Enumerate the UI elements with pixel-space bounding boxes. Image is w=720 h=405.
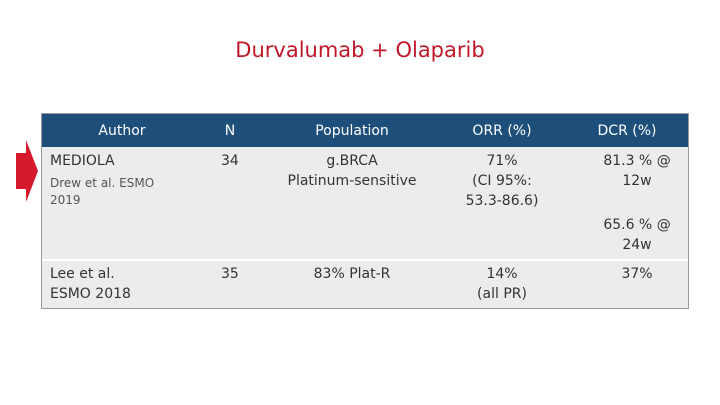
right-arrow-icon <box>16 140 38 202</box>
population-line1: g.BRCA <box>326 153 378 169</box>
orr-value: 14% <box>486 266 518 282</box>
population-line2: Platinum-sensitive <box>287 173 417 189</box>
header-n: N <box>224 123 236 139</box>
author-citation-line1: Drew et al. ESMO <box>50 176 155 190</box>
n-value: 35 <box>221 266 239 282</box>
author-citation-line2: 2019 <box>50 193 81 207</box>
author-line1: Lee et al. <box>50 266 115 282</box>
slide-title: Durvalumab + Olaparib <box>235 38 485 62</box>
table-row: MEDIOLA Drew et al. ESMO 2019 34 g.BRCA … <box>42 147 688 259</box>
header-population: Population <box>315 123 389 139</box>
header-author: Author <box>98 123 146 139</box>
row-divider <box>42 259 688 261</box>
author-name: MEDIOLA <box>50 153 115 169</box>
dcr-24w-line1: 65.6 % @ <box>603 217 671 233</box>
header-orr: ORR (%) <box>472 123 532 139</box>
author-line2: ESMO 2018 <box>50 286 131 302</box>
results-table: Author N Population ORR (%) DCR (%) MEDI… <box>41 113 689 309</box>
dcr-12w-line1: 81.3 % @ <box>603 153 671 169</box>
orr-note: (all PR) <box>477 286 527 302</box>
population-value: 83% Plat-R <box>313 266 391 282</box>
table-row: Lee et al. ESMO 2018 35 83% Plat-R 14% (… <box>42 261 688 308</box>
table-header-row: Author N Population ORR (%) DCR (%) <box>42 114 688 147</box>
orr-ci-line2: 53.3-86.6) <box>465 193 539 209</box>
n-value: 34 <box>221 153 239 169</box>
orr-ci-line1: (CI 95%: <box>472 173 532 189</box>
header-dcr: DCR (%) <box>597 123 657 139</box>
dcr-value: 37% <box>621 266 653 282</box>
orr-value: 71% <box>486 153 518 169</box>
dcr-24w-line2: 24w <box>622 237 652 253</box>
dcr-12w-line2: 12w <box>622 173 652 189</box>
